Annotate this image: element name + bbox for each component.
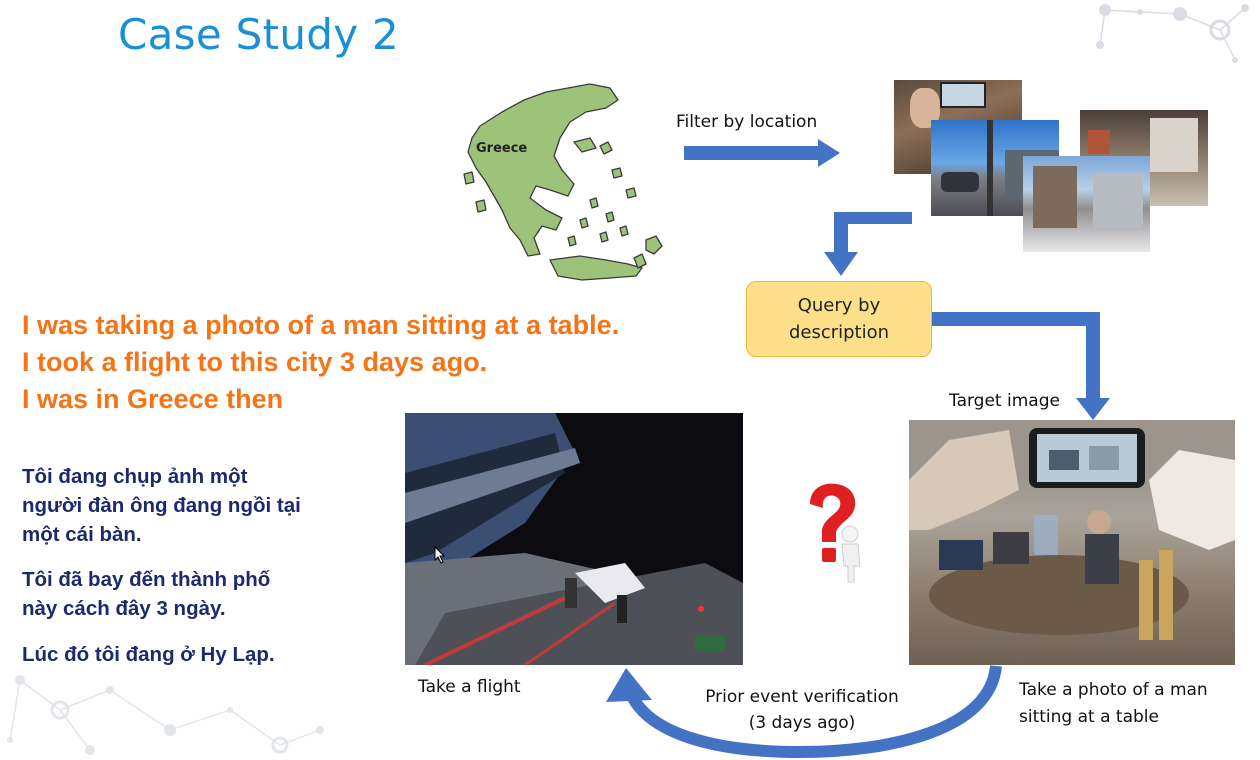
target-photo	[909, 420, 1235, 665]
target-caption-line1: Take a photo of a man	[1019, 680, 1208, 700]
prior-event-label: Prior event verification (3 days ago)	[694, 684, 910, 736]
greece-map-icon	[463, 83, 663, 281]
english-line-3: I was in Greece then	[22, 384, 284, 414]
english-line-2: I took a flight to this city 3 days ago.	[22, 347, 488, 377]
vietnamese-paragraph-3: Lúc đó tôi đang ở Hy Lạp.	[22, 640, 275, 669]
english-line-1: I was taking a photo of a man sitting at…	[22, 310, 620, 340]
question-mark-figure-icon	[810, 483, 861, 583]
network-decoration-top-right	[1096, 4, 1249, 63]
vietnamese-p1-line3: một cái bàn.	[22, 523, 142, 546]
slide-title: Case Study 2	[118, 10, 400, 59]
flight-scene	[405, 413, 743, 665]
mouse-cursor-icon	[434, 546, 446, 564]
query-box-line2: description	[788, 322, 890, 343]
flight-photo	[405, 413, 743, 665]
map-label: Greece	[476, 141, 528, 156]
network-decoration-bottom-left	[7, 675, 324, 755]
right-arrow-icon	[684, 139, 840, 167]
vietnamese-p2-line1: Tôi đã bay đến thành phố	[22, 568, 271, 591]
meeting-scene	[909, 420, 1235, 640]
flight-caption: Take a flight	[418, 677, 521, 697]
prior-event-line1: Prior event verification	[705, 687, 899, 707]
vietnamese-p2-line2: này cách đây 3 ngày.	[22, 597, 226, 620]
target-caption: Take a photo of a man sitting at a table	[1019, 677, 1208, 731]
target-image-label: Target image	[949, 391, 1060, 411]
down-arrow-icon	[824, 212, 912, 276]
vietnamese-paragraph-1: Tôi đang chụp ảnh một người đàn ông đang…	[22, 462, 301, 549]
target-caption-line2: sitting at a table	[1019, 707, 1159, 727]
query-by-description-box: Query by description	[746, 281, 932, 357]
filter-label: Filter by location	[676, 112, 818, 132]
vietnamese-p1-line1: Tôi đang chụp ảnh một	[22, 465, 248, 488]
curved-back-arrow-icon	[606, 665, 1002, 759]
elbow-arrow-icon	[932, 312, 1110, 420]
prior-event-line2: (3 days ago)	[748, 713, 856, 733]
query-box-line1: Query by	[797, 295, 881, 316]
filtered-photo-4	[1023, 156, 1150, 252]
vietnamese-paragraph-2: Tôi đã bay đến thành phố này cách đây 3 …	[22, 565, 270, 623]
vietnamese-p3-line1: Lúc đó tôi đang ở Hy Lạp.	[22, 643, 275, 666]
vietnamese-p1-line2: người đàn ông đang ngồi tại	[22, 494, 301, 517]
